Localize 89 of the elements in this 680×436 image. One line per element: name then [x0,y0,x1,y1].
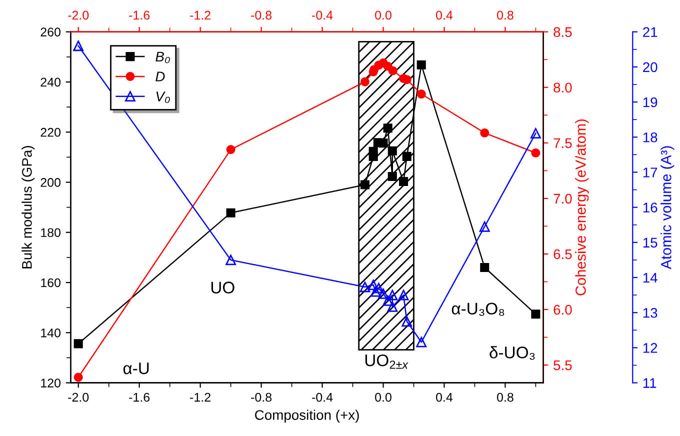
y2-tick-label: 7.0 [554,194,572,204]
point [388,66,398,76]
y2-tick-label: 8.0 [554,82,572,93]
x2-tick-label: -1.6 [129,10,150,20]
point [360,282,370,292]
point [74,339,83,348]
x-tick-label: 0.8 [497,392,514,402]
point [402,316,412,327]
point [378,138,388,148]
annotation: UO [211,282,234,294]
y-tick-label: 220 [40,128,61,137]
point [360,77,370,86]
x-tick-label: -1.2 [190,392,210,402]
point [399,176,408,186]
point [370,286,381,297]
annotation: δ-UO₃ [490,346,535,360]
x-tick-label: 0.4 [436,392,453,402]
x-tick-label: -0.4 [312,392,333,402]
point [383,124,392,133]
x-tick-label: -0.8 [251,392,272,402]
x-tick-label: 0.0 [375,392,392,402]
point [368,146,378,156]
y-tick-label: 240 [40,78,61,87]
y-tick-label: 120 [41,378,61,388]
point [531,310,540,319]
point [479,221,490,232]
point [388,146,397,156]
y-tick-label: 260 [40,28,61,36]
y3-tick-label: 11 [643,378,656,388]
point [74,372,83,382]
point [416,336,427,348]
point [416,60,426,70]
y3-tick-label: 12 [643,343,658,353]
y-axis-title: Bulk modulus (GPa) [22,146,35,268]
y-tick-label: 140 [41,328,61,338]
y-tick-label: 180 [41,228,61,238]
point [387,301,398,312]
point [382,295,394,306]
legend-label: V₀ [156,92,170,103]
x-axis-title: Composition (+x) [255,410,359,423]
y3-tick-label: 19 [643,97,658,108]
point [226,145,236,154]
point [531,148,540,158]
point [388,172,397,181]
y-tick-label: 200 [40,178,61,187]
x-tick-label: -2.0 [68,392,89,402]
y3-tick-label: 14 [643,272,658,283]
x-tick-label: -1.6 [129,392,150,402]
y-tick-label: 160 [41,278,61,288]
y2-tick-label: 8.5 [554,27,572,37]
point [416,90,426,99]
x2-tick-label: -0.8 [251,10,272,20]
point [373,282,384,294]
x2-tick-label: 0.4 [436,10,453,20]
y3-axis-title: Atomic volume (A³) [660,146,674,270]
y3-tick-label: 18 [643,132,658,142]
legend-label: D [156,72,165,82]
annotation: α-U [123,362,149,374]
point [73,40,84,52]
x2-tick-label: 0.8 [497,10,514,20]
y2-tick-label: 6.5 [554,249,572,260]
x2-tick-label: -1.2 [190,10,210,20]
point [530,128,541,138]
point [387,290,398,300]
x2-tick-label: 0.0 [375,10,392,20]
point [402,152,412,161]
annotation: α-U₃O₈ [452,302,504,316]
x2-tick-label: -2.0 [68,10,89,20]
y2-tick-label: 6.0 [554,304,572,315]
point [368,280,379,290]
x2-tick-label: -0.4 [312,10,333,20]
point [226,254,236,266]
point [398,290,409,300]
legend-label: B₀ [156,52,170,64]
y2-tick-label: 5.5 [554,360,572,370]
y3-tick-label: 17 [643,168,658,178]
y3-tick-label: 13 [643,308,658,318]
y2-tick-label: 7.5 [554,138,572,148]
y3-tick-label: 15 [643,238,658,248]
band-label: UO$_{2±x}$ [365,354,408,369]
y3-tick-label: 16 [643,202,658,212]
point [360,180,370,190]
y2-axis-title: Cohesive energy (eV/atom) [575,119,589,296]
point [226,208,236,218]
y3-tick-label: 20 [643,62,658,72]
point [480,262,490,272]
point [378,288,388,299]
point [480,128,490,138]
y3-tick-label: 21 [643,27,658,37]
